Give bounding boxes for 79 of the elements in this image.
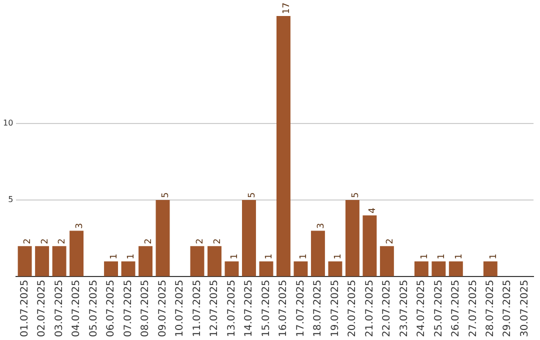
data-label: 1: [109, 254, 120, 260]
data-label: 17: [282, 2, 292, 14]
data-label: 2: [212, 238, 223, 244]
x-tick-label: 27.07.2025: [468, 280, 479, 338]
bar: [448, 261, 463, 276]
bar: [345, 200, 360, 276]
data-label: 5: [350, 192, 361, 198]
data-label: 1: [437, 254, 448, 260]
data-label: 2: [385, 238, 396, 244]
bar: [483, 261, 498, 276]
bar: [310, 230, 325, 276]
x-tick-label: 07.07.2025: [122, 280, 134, 338]
x-tick-label: 23.07.2025: [398, 280, 410, 338]
x-tick-label: 17.07.2025: [295, 280, 306, 338]
bar: [328, 261, 342, 276]
bar: [380, 246, 394, 276]
data-label: 4: [368, 207, 378, 214]
x-tick-label: 08.07.2025: [140, 280, 152, 338]
x-tick-label: 19.07.2025: [330, 280, 341, 338]
bar: [104, 261, 118, 276]
data-label: 1: [454, 254, 464, 260]
bar: [156, 200, 170, 276]
x-tick-label: 02.07.2025: [36, 280, 48, 338]
x-tick-label: 28.07.2025: [485, 280, 496, 338]
data-label: 1: [264, 254, 275, 260]
bar: [432, 261, 446, 276]
bar: [70, 230, 84, 276]
x-tick-label: 16.07.2025: [278, 280, 290, 338]
data-label: 3: [74, 222, 85, 229]
bar: [224, 261, 239, 276]
data-label: 5: [247, 192, 258, 198]
x-tick-label: 13.07.2025: [226, 280, 238, 338]
bar: [362, 215, 377, 276]
x-tick-label: 21.07.2025: [364, 280, 376, 338]
x-tick-label: 01.07.2025: [19, 280, 30, 338]
bar: [276, 16, 290, 276]
x-tick-label: 30.07.2025: [519, 280, 530, 338]
x-tick-label: 24.07.2025: [416, 280, 428, 338]
bar: [52, 246, 66, 276]
x-tick-label: 14.07.2025: [244, 280, 255, 338]
bar: [190, 246, 204, 276]
x-tick-label: 09.07.2025: [157, 280, 168, 338]
data-label: 1: [334, 254, 344, 260]
data-label: 2: [144, 238, 154, 244]
bar: [414, 261, 428, 276]
x-tick-label: 04.07.2025: [71, 280, 82, 338]
data-label: 2: [23, 238, 34, 244]
data-label: 1: [230, 254, 240, 260]
x-tick-label: 25.07.2025: [433, 280, 444, 338]
data-label: 1: [126, 254, 137, 260]
x-tick-label: 03.07.2025: [54, 280, 65, 338]
x-tick-label: 18.07.2025: [312, 280, 324, 338]
bar: [242, 200, 256, 276]
x-tick-label: 05.07.2025: [88, 280, 100, 338]
x-tick-label: 11.07.2025: [192, 280, 203, 338]
x-tick-label: 29.07.2025: [502, 280, 514, 338]
data-label: 1: [488, 254, 499, 260]
bar: [259, 261, 274, 276]
bar: [138, 246, 152, 276]
x-tick-label: 20.07.2025: [347, 280, 358, 338]
bar: [294, 261, 308, 276]
x-tick-label: 10.07.2025: [174, 280, 186, 338]
x-tick-label: 06.07.2025: [106, 280, 117, 338]
bar: [18, 246, 32, 276]
x-tick-label: 26.07.2025: [450, 280, 462, 338]
data-label: 1: [299, 254, 310, 260]
x-tick-label: 22.07.2025: [382, 280, 393, 338]
bar: [208, 246, 222, 276]
data-label: 2: [58, 238, 68, 244]
data-label: 5: [161, 192, 172, 198]
data-label: 2: [196, 238, 206, 244]
data-label: 2: [40, 238, 50, 244]
data-label: 1: [420, 254, 430, 260]
y-tick-label: 10: [2, 118, 14, 128]
data-label: 3: [316, 222, 326, 229]
bar: [121, 261, 136, 276]
x-tick-label: 15.07.2025: [260, 280, 272, 338]
bar: [35, 246, 50, 276]
x-tick-label: 12.07.2025: [209, 280, 220, 338]
